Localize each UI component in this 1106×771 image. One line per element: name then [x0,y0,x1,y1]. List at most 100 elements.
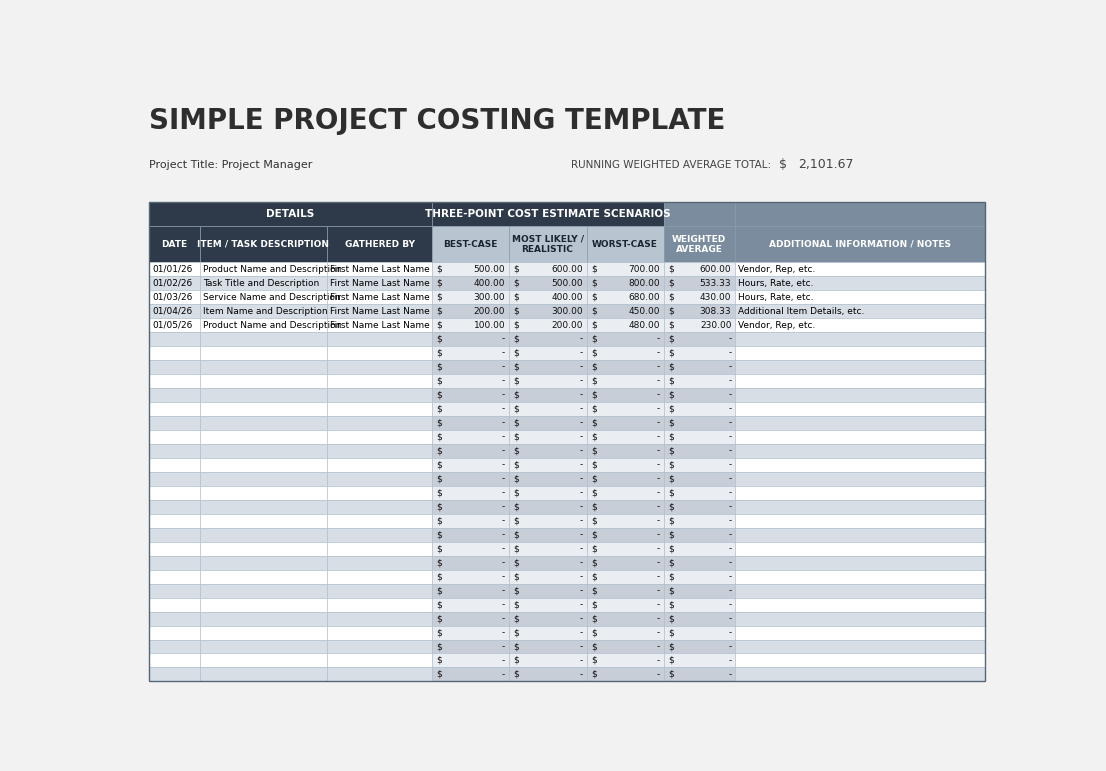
Bar [509,625,586,639]
Text: -: - [728,544,731,553]
Bar [432,527,509,542]
Bar [509,318,586,332]
Bar [327,486,432,500]
Bar [432,542,509,556]
Bar [734,668,985,682]
Bar [509,262,586,276]
Text: $: $ [513,628,519,637]
Text: $: $ [513,446,519,456]
Text: -: - [580,460,583,470]
Text: $: $ [437,348,442,358]
Text: Product Name and Description: Product Name and Description [204,321,342,330]
Text: $: $ [513,433,519,442]
Text: -: - [580,670,583,679]
Text: -: - [580,390,583,399]
Bar [432,304,509,318]
Text: $: $ [513,614,519,623]
Text: -: - [657,600,660,609]
Bar [734,202,985,227]
Text: $: $ [668,670,674,679]
Text: -: - [580,572,583,581]
Bar [148,318,200,332]
Bar [509,304,586,318]
Text: Hours, Rate, etc.: Hours, Rate, etc. [739,293,814,301]
Text: -: - [728,530,731,539]
Text: -: - [580,488,583,497]
Bar [586,668,664,682]
Text: -: - [657,642,660,651]
Text: 480.00: 480.00 [628,321,660,330]
Bar [586,570,664,584]
Text: -: - [502,600,505,609]
Bar [200,374,327,388]
Text: ADDITIONAL INFORMATION / NOTES: ADDITIONAL INFORMATION / NOTES [769,240,951,249]
Bar [432,388,509,402]
Text: $: $ [437,278,442,288]
Bar [148,472,200,486]
Text: -: - [502,517,505,525]
Bar [432,430,509,444]
Text: 400.00: 400.00 [552,293,583,301]
Text: $: $ [591,628,596,637]
Text: THREE-POINT COST ESTIMATE SCENARIOS: THREE-POINT COST ESTIMATE SCENARIOS [425,209,670,219]
Text: -: - [728,433,731,442]
Text: -: - [728,586,731,595]
Text: -: - [657,586,660,595]
Text: -: - [580,405,583,413]
Bar [200,542,327,556]
Text: -: - [728,348,731,358]
Text: 600.00: 600.00 [700,264,731,274]
Bar [664,668,734,682]
Bar [432,332,509,346]
Bar [432,556,509,570]
Text: -: - [728,502,731,511]
Bar [509,527,586,542]
Text: -: - [657,656,660,665]
Text: $: $ [668,628,674,637]
Text: $: $ [437,433,442,442]
Bar [509,668,586,682]
Text: $: $ [437,335,442,344]
Text: -: - [502,376,505,386]
Bar [664,444,734,458]
Text: $: $ [668,642,674,651]
Text: -: - [657,488,660,497]
Text: $: $ [591,433,596,442]
Bar [734,318,985,332]
Text: Service Name and Description: Service Name and Description [204,293,341,301]
Text: -: - [580,530,583,539]
Bar [734,444,985,458]
Text: 01/02/26: 01/02/26 [152,278,192,288]
Bar [664,346,734,360]
Text: -: - [657,362,660,372]
Text: $: $ [437,264,442,274]
Text: $: $ [591,460,596,470]
Bar [586,318,664,332]
Text: 01/01/26: 01/01/26 [152,264,192,274]
Bar [664,276,734,290]
Bar [327,416,432,430]
Bar [200,486,327,500]
Text: $: $ [668,419,674,427]
Text: $: $ [513,293,519,301]
Text: 533.33: 533.33 [700,278,731,288]
Bar [586,513,664,527]
Text: $: $ [513,558,519,567]
Text: 230.00: 230.00 [700,321,731,330]
Bar [664,611,734,625]
Bar [734,598,985,611]
Text: $: $ [668,544,674,553]
Text: 680.00: 680.00 [628,293,660,301]
Bar [586,625,664,639]
Text: $: $ [513,264,519,274]
Bar [148,227,200,262]
Text: -: - [580,348,583,358]
Bar [509,570,586,584]
Bar [664,458,734,472]
Bar [432,500,509,513]
Text: -: - [657,572,660,581]
Bar [200,472,327,486]
Text: Task Title and Description: Task Title and Description [204,278,320,288]
Bar [586,388,664,402]
Bar [586,360,664,374]
